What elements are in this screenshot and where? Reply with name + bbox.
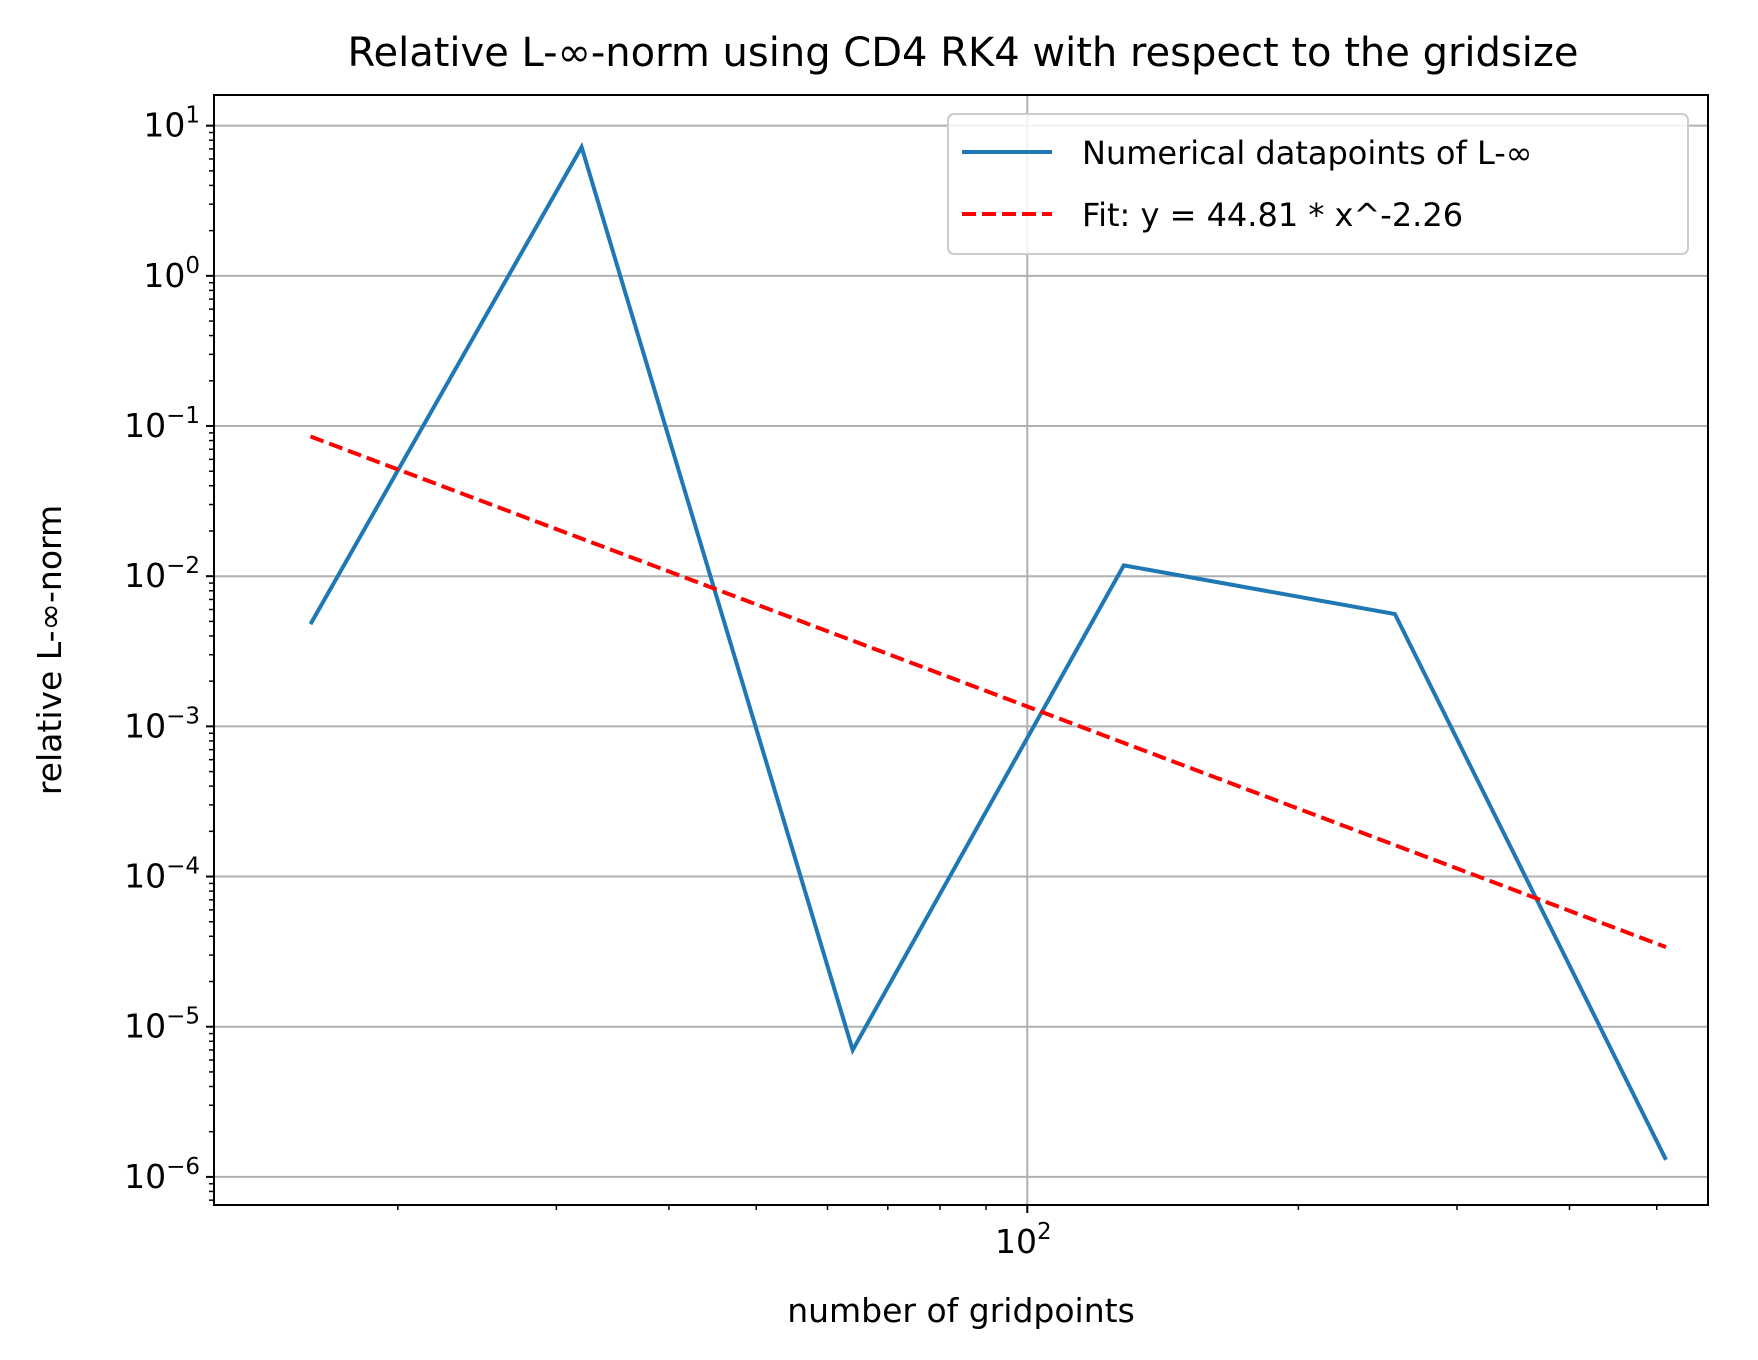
series-layer [308,142,1668,1161]
legend-label-numerical: Numerical datapoints of L-∞ [1082,134,1532,172]
x-axis-label: number of gridpoints [787,1291,1135,1330]
x-tick-label: 102 [995,1219,1052,1261]
grid [214,95,1708,1205]
y-tick-label: 10−3 [124,703,200,745]
series-line-numerical [308,142,1668,1161]
y-axis-label: relative L-∞-norm [30,505,69,795]
y-tick-label: 10−2 [124,553,200,595]
y-tick-label: 10−6 [124,1154,200,1196]
y-tick-label: 100 [143,253,200,295]
legend: Numerical datapoints of L-∞ Fit: y = 44.… [947,113,1689,255]
y-tick-label: 10−1 [124,403,200,445]
legend-box [947,113,1689,255]
plot-area-frame [213,94,1709,1206]
legend-label-fit: Fit: y = 44.81 * x^-2.26 [1082,196,1463,234]
chart-title: Relative L-∞-norm using CD4 RK4 with res… [348,30,1579,76]
y-tick-label: 10−4 [124,854,200,896]
ticks: 101 100 10−1 10−2 10−3 10−4 10−5 10−6 102 [124,103,1658,1261]
y-tick-label: 101 [143,103,200,145]
series-line-fit [309,434,1667,949]
y-tick-label: 10−5 [124,1004,200,1046]
